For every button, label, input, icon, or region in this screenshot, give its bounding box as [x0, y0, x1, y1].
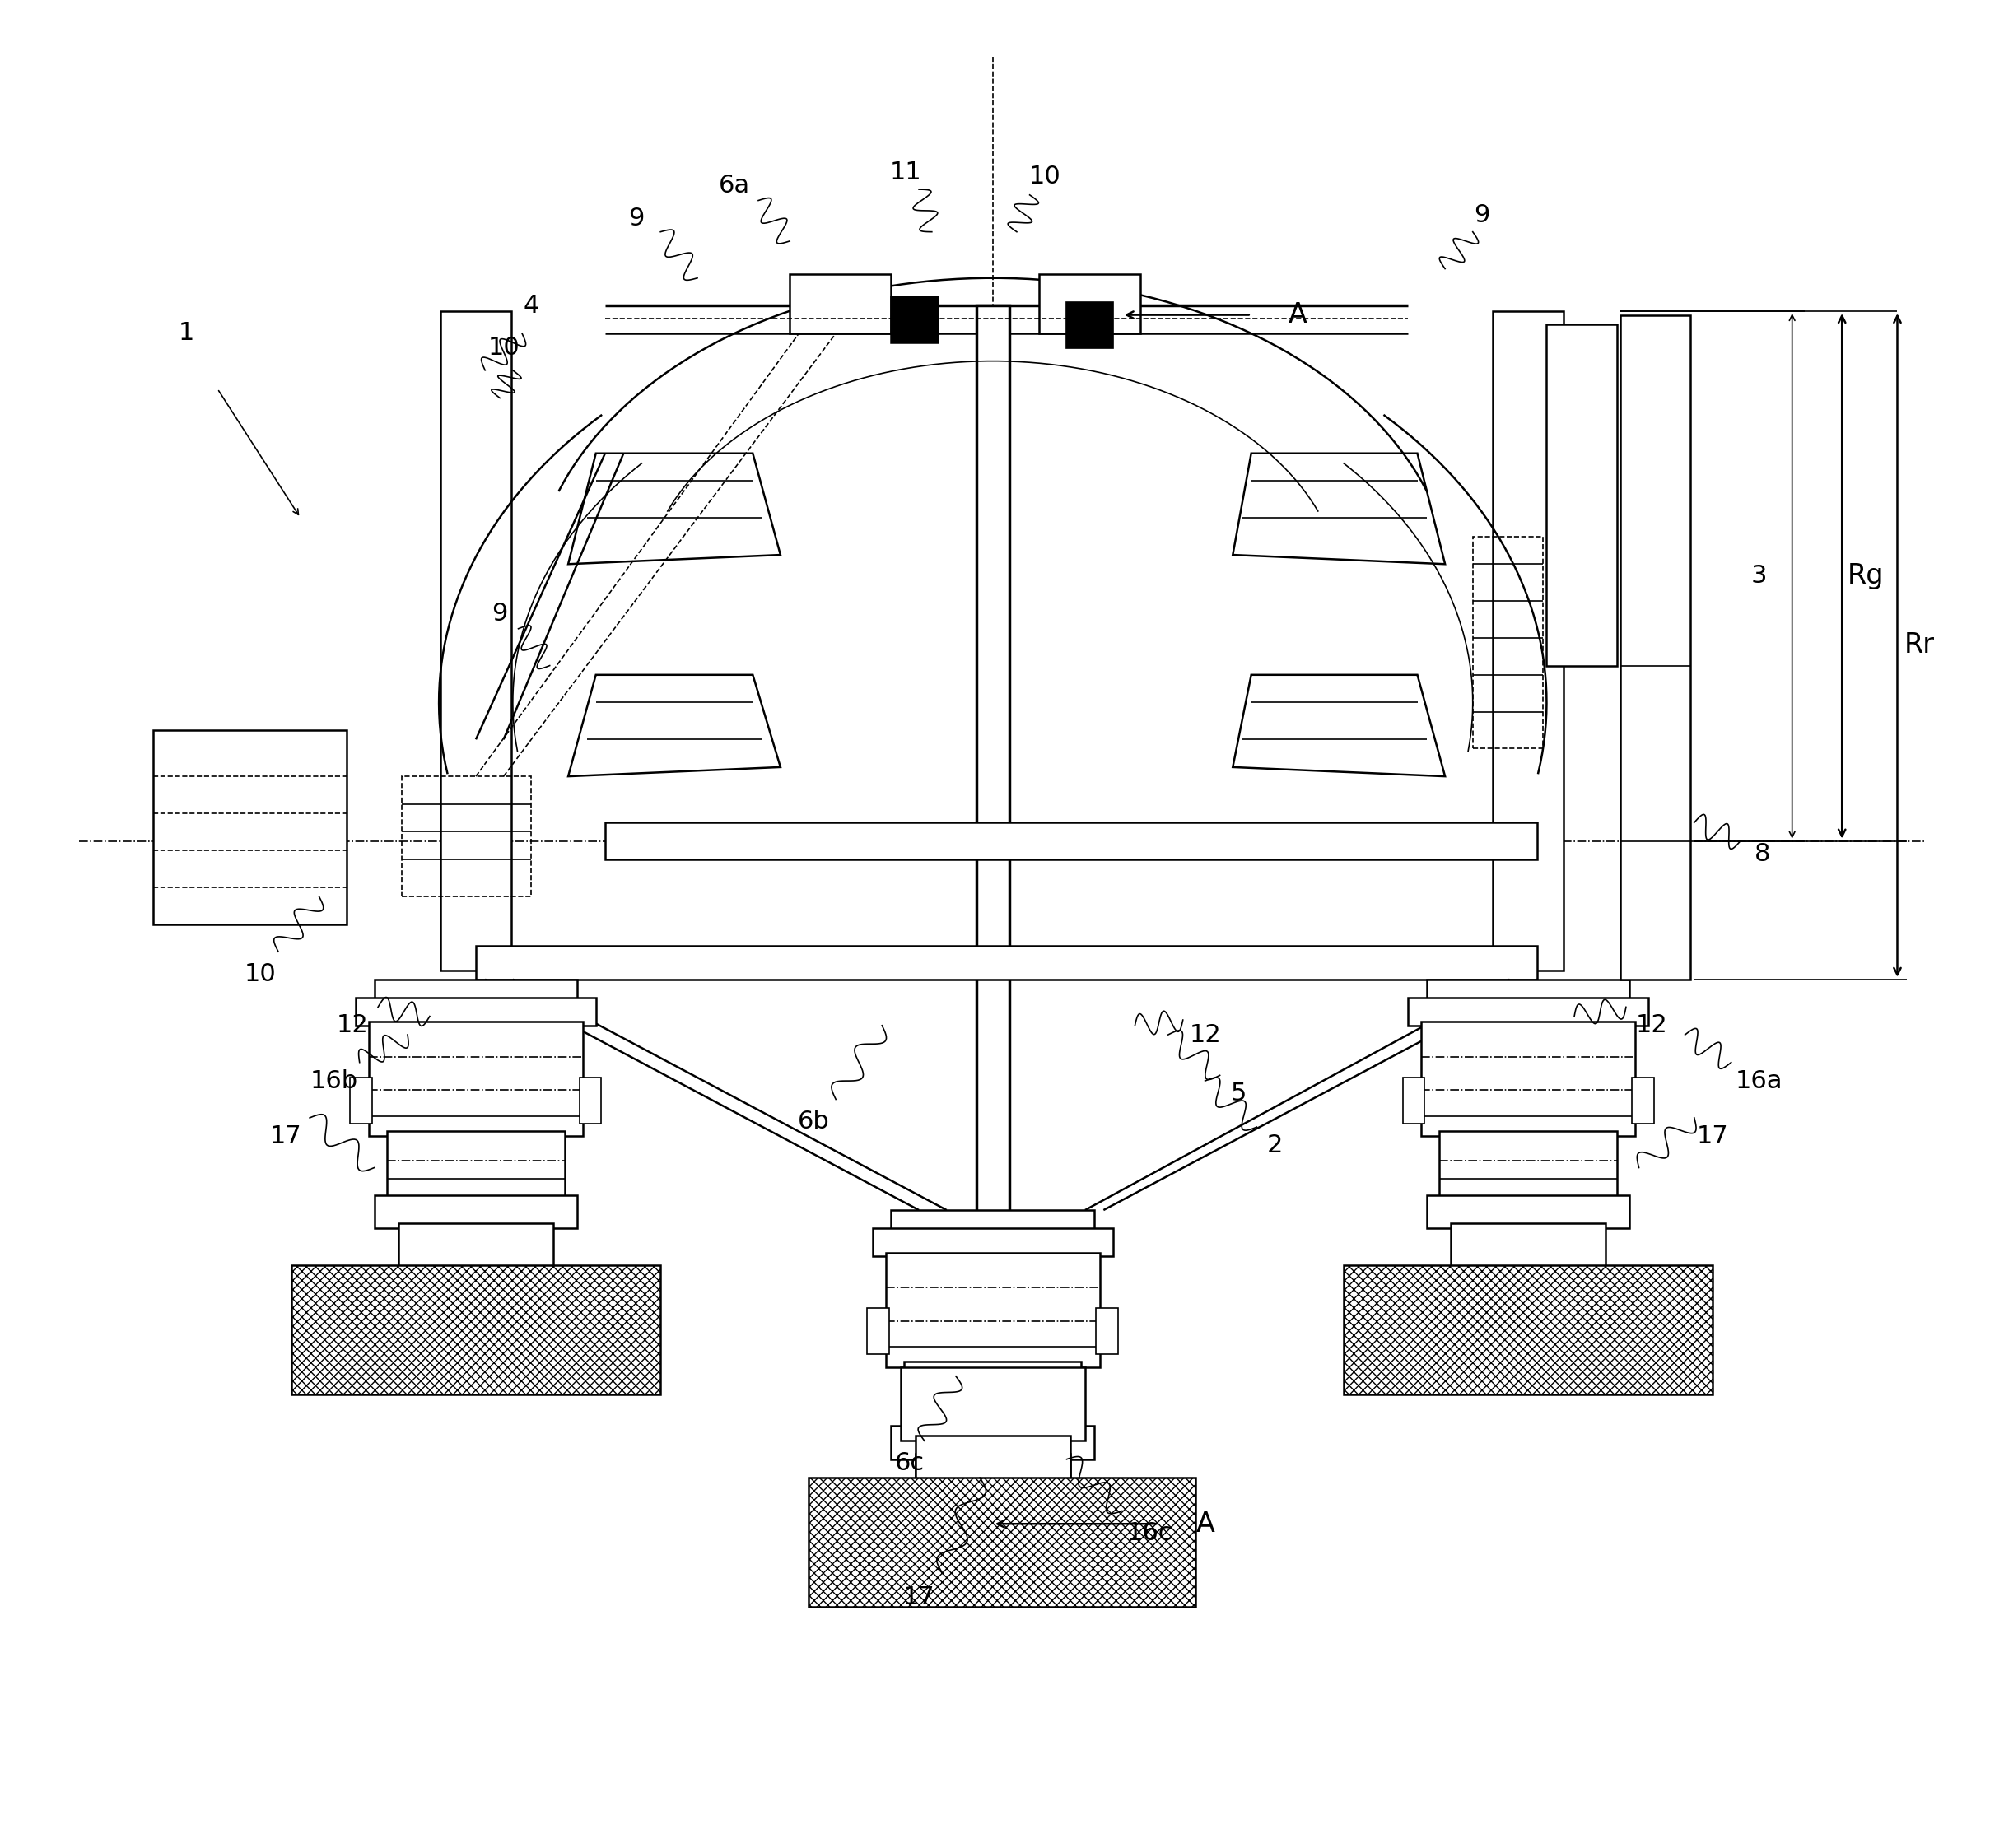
Polygon shape	[1232, 675, 1445, 776]
Text: 5: 5	[1230, 1081, 1246, 1105]
Bar	[892, 1482, 1094, 1510]
Text: 16b: 16b	[311, 1068, 357, 1092]
Text: 17: 17	[271, 1124, 303, 1148]
Bar	[892, 1427, 1094, 1460]
Bar	[892, 296, 938, 342]
Text: 11: 11	[890, 161, 922, 185]
Text: 9: 9	[1475, 203, 1489, 227]
Bar	[1439, 1131, 1617, 1201]
Text: 12: 12	[1188, 1022, 1220, 1046]
Bar	[375, 1288, 577, 1321]
Bar	[357, 998, 595, 1026]
Bar	[375, 979, 577, 1002]
Bar	[1427, 979, 1629, 1002]
Text: 12: 12	[337, 1013, 369, 1037]
Bar	[892, 1210, 1094, 1233]
Bar	[403, 776, 531, 896]
Text: 17: 17	[904, 1586, 936, 1610]
Text: 9: 9	[629, 207, 645, 231]
Text: Rr: Rr	[1904, 632, 1934, 660]
Text: 9: 9	[491, 602, 507, 626]
Bar	[1473, 536, 1543, 748]
Bar	[916, 1454, 1070, 1525]
Bar	[874, 1229, 1112, 1257]
Polygon shape	[1232, 453, 1445, 564]
Bar	[399, 1223, 553, 1294]
Text: A: A	[1196, 1510, 1214, 1538]
Text: 3: 3	[1751, 564, 1768, 588]
Text: 16a: 16a	[1735, 1068, 1784, 1092]
Text: 6a: 6a	[719, 174, 749, 198]
Bar	[976, 305, 1010, 1589]
Bar	[1547, 323, 1617, 665]
Bar	[790, 274, 892, 333]
Text: 8: 8	[1756, 843, 1772, 867]
Text: 4: 4	[523, 294, 539, 318]
Bar	[1403, 1077, 1425, 1124]
Bar	[886, 1253, 1100, 1368]
Bar	[904, 1362, 1082, 1432]
Bar	[1066, 301, 1112, 347]
Bar	[475, 946, 1537, 979]
Bar	[1427, 1196, 1629, 1229]
Polygon shape	[569, 453, 780, 564]
Text: 6b: 6b	[798, 1109, 830, 1133]
Bar	[375, 1196, 577, 1229]
Bar	[387, 1131, 565, 1201]
Text: 1: 1	[178, 322, 194, 346]
Bar	[441, 310, 511, 970]
Text: 2: 2	[1267, 1133, 1283, 1157]
Bar	[152, 730, 347, 924]
Text: 10: 10	[487, 336, 519, 360]
Bar	[916, 1436, 1070, 1488]
Bar	[1409, 998, 1647, 1026]
Bar	[1096, 1308, 1118, 1355]
Bar	[1621, 314, 1691, 979]
Bar	[579, 1077, 601, 1124]
Text: Rg: Rg	[1848, 562, 1884, 590]
Bar	[1343, 1266, 1713, 1395]
Text: 17: 17	[1697, 1124, 1729, 1148]
Bar	[1493, 310, 1563, 970]
Bar	[808, 1478, 1196, 1608]
Text: 16c: 16c	[1126, 1521, 1172, 1545]
Bar	[351, 1077, 373, 1124]
Bar	[291, 1266, 661, 1395]
Bar	[1451, 1223, 1605, 1294]
Bar	[1421, 1022, 1635, 1137]
Bar	[868, 1308, 890, 1355]
Bar	[605, 822, 1537, 859]
Bar	[892, 1519, 1094, 1552]
Bar	[1427, 1288, 1629, 1321]
Text: 10: 10	[1028, 164, 1060, 188]
Bar	[1038, 274, 1140, 333]
Text: 10: 10	[244, 963, 277, 985]
Text: 6c: 6c	[896, 1451, 924, 1475]
Bar	[1631, 1077, 1653, 1124]
Polygon shape	[569, 675, 780, 776]
Text: A: A	[1289, 301, 1307, 329]
Bar	[900, 1368, 1084, 1441]
Bar	[369, 1022, 583, 1137]
Text: 12: 12	[1635, 1013, 1667, 1037]
